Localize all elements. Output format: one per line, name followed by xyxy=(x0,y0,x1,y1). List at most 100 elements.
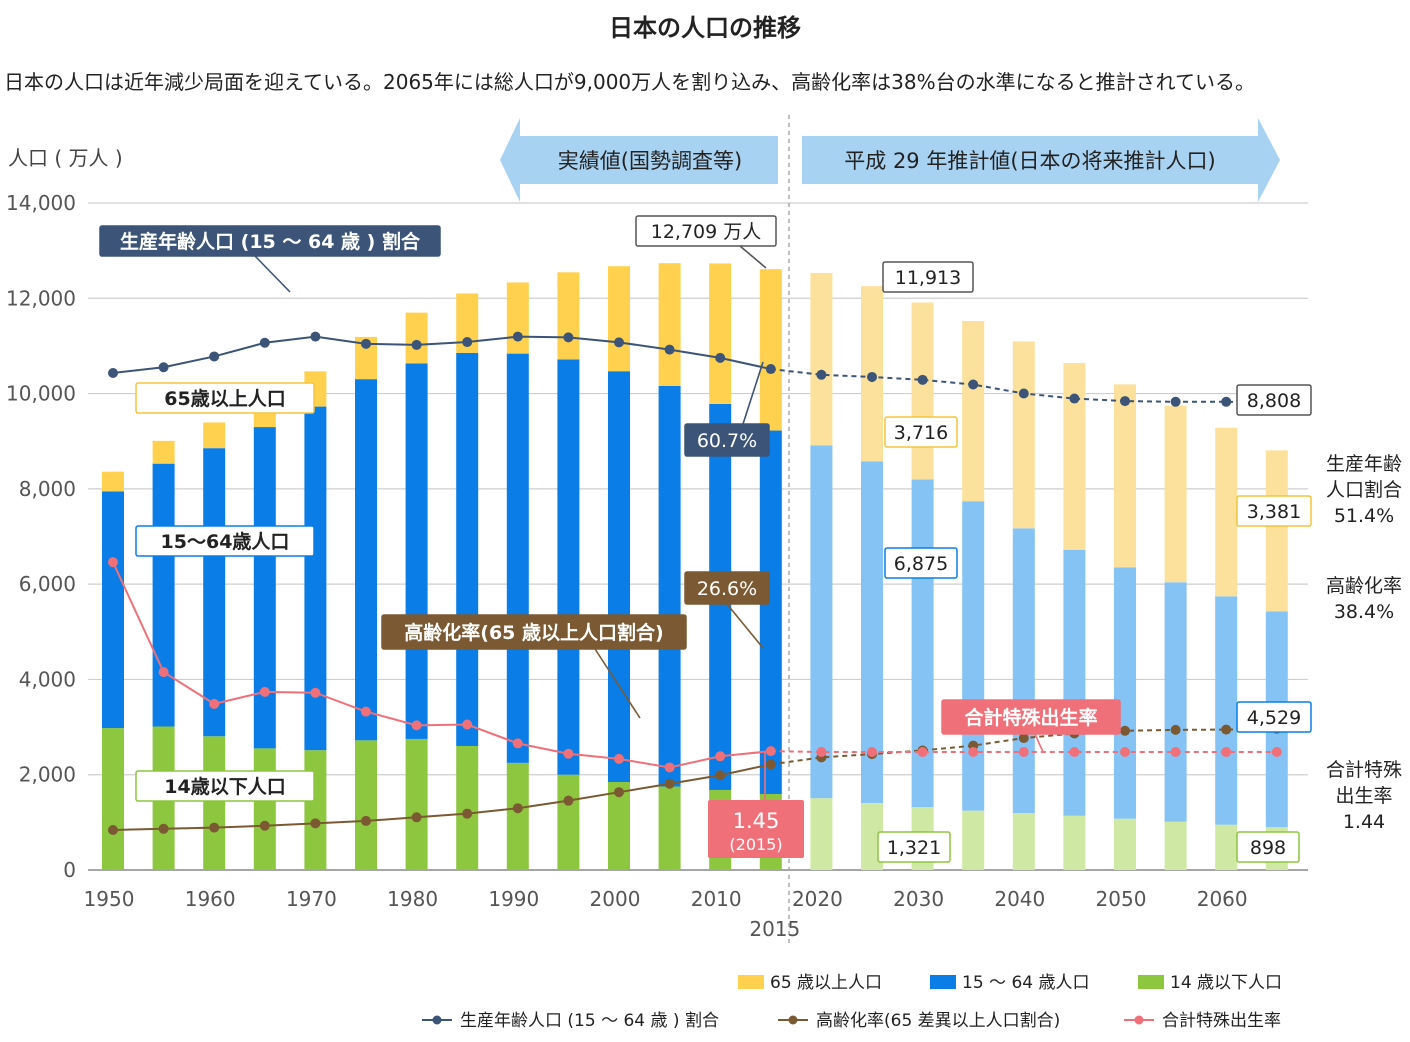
fertility-point xyxy=(1120,747,1130,757)
working-ratio-point xyxy=(563,332,574,343)
working-ratio-point xyxy=(1170,396,1181,407)
chart-title: 日本の人口の推移 xyxy=(609,14,801,42)
working-ratio-point xyxy=(512,331,523,342)
arrow-projection xyxy=(802,118,1280,202)
legend-aging-marker xyxy=(788,1015,798,1025)
period-label-projection: 平成 29 年推計値(日本の将来推計人口) xyxy=(844,149,1215,173)
bar-young xyxy=(355,740,377,870)
fertility-point xyxy=(1271,747,1282,757)
chart-subtitle: 日本の人口は近年減少局面を迎えている。2065年には総人口が9,000万人を割り… xyxy=(4,70,1256,94)
aging-rate-line-actual xyxy=(112,763,772,831)
x-tick-label: 1990 xyxy=(488,887,539,911)
aging-rate-point xyxy=(462,808,473,819)
callout-elderly-2030-box xyxy=(884,416,958,448)
label-working: 15～64歳人口 xyxy=(161,531,290,553)
bar-working xyxy=(506,353,529,763)
fertility-point xyxy=(361,706,371,717)
bar-elderly xyxy=(102,471,124,492)
bar-working xyxy=(152,463,175,727)
label-fertility-box xyxy=(941,699,1121,735)
working-ratio-point xyxy=(108,368,118,378)
bar-young xyxy=(1012,813,1035,870)
bar-elderly xyxy=(355,336,377,380)
period-label-actual: 実績値(国勢調査等) xyxy=(558,149,742,173)
y-tick-label: 14,000 xyxy=(6,191,76,215)
bar-young xyxy=(1164,821,1187,870)
right-label-fertility-2: 1.44 xyxy=(1343,811,1385,833)
y-tick-label: 4,000 xyxy=(19,667,76,691)
label-working-ratio-box xyxy=(99,225,441,257)
bar-elderly xyxy=(456,293,479,353)
callout-total-2015: 12,709 万人 xyxy=(651,221,762,243)
aging-rate-point xyxy=(158,823,169,834)
bar-working xyxy=(456,352,479,746)
aging-rate-point xyxy=(1018,733,1029,744)
callout-fertility-2015-year: (2015) xyxy=(729,835,782,854)
bar-young xyxy=(608,782,630,870)
right-label-working-ratio-0: 生産年齢 xyxy=(1326,453,1402,475)
fertility-point xyxy=(158,667,169,678)
x-tick-label: 2030 xyxy=(893,887,944,911)
legend-label-aging: 高齢化率(65 差異以上人口割合) xyxy=(816,1011,1060,1031)
fertility-point xyxy=(1221,747,1232,757)
fertility-point xyxy=(563,748,574,759)
working-ratio-point xyxy=(411,339,422,350)
bar-elderly xyxy=(658,263,681,386)
fertility-point xyxy=(917,747,928,757)
aging-rate-point xyxy=(1221,724,1232,735)
leader-working-ratio xyxy=(254,255,291,293)
right-label-fertility-1: 出生率 xyxy=(1335,785,1392,807)
bar-working xyxy=(1114,567,1136,819)
callout-working-2065-box xyxy=(1236,701,1312,733)
working-ratio-point xyxy=(310,331,321,342)
working-ratio-point xyxy=(765,364,776,375)
fertility-point xyxy=(816,747,827,757)
callout-working-ratio-2015: 60.7% xyxy=(697,430,757,452)
fertility-point xyxy=(259,686,270,697)
fertility-point xyxy=(512,738,523,749)
fertility-point xyxy=(614,753,624,764)
fertility-point xyxy=(310,687,321,698)
label-elderly-box xyxy=(135,382,315,414)
working-ratio-point xyxy=(259,337,270,348)
y-axis-title: 人口 ( 万人 ) xyxy=(8,146,123,170)
y-tick-label: 10,000 xyxy=(6,382,76,406)
legend-swatch-young xyxy=(1138,975,1164,989)
working-ratio-point xyxy=(917,374,928,385)
bar-young xyxy=(405,738,428,870)
arrow-actual xyxy=(500,118,778,202)
bar-working xyxy=(203,448,226,737)
aging-rate-point xyxy=(715,770,726,781)
working-ratio-point xyxy=(361,338,371,349)
x-tick-label: 2060 xyxy=(1197,887,1248,911)
x-tick-label: 2050 xyxy=(1096,887,1147,911)
bar-working xyxy=(1012,528,1035,814)
bar-young xyxy=(557,774,580,870)
bar-elderly xyxy=(203,422,226,449)
bar-working xyxy=(861,461,883,803)
x-tick-label: 2040 xyxy=(994,887,1045,911)
fertility-point xyxy=(1069,747,1080,757)
bar-working xyxy=(1164,582,1187,822)
bar-young xyxy=(962,810,985,870)
right-label-working-ratio-2: 51.4% xyxy=(1334,505,1394,527)
bar-elderly xyxy=(1012,341,1035,529)
label-young: 14歳以下人口 xyxy=(164,776,285,798)
fertility-point xyxy=(108,557,118,568)
working-ratio-point xyxy=(968,379,979,390)
bar-working xyxy=(355,379,377,741)
working-ratio-point xyxy=(462,337,473,348)
bar-elderly xyxy=(962,321,985,502)
label-working-box xyxy=(135,525,315,557)
bar-elderly xyxy=(911,302,934,480)
x-tick-label: 1980 xyxy=(387,887,438,911)
bar-working xyxy=(557,359,580,775)
leader-fertility xyxy=(1034,733,1044,753)
callout-total-2015-box xyxy=(635,215,777,247)
leader-aging xyxy=(594,648,641,719)
bar-young xyxy=(506,762,529,870)
x-tick-label: 2020 xyxy=(792,887,843,911)
fertility-point xyxy=(664,762,675,773)
leader-total-2015 xyxy=(739,245,767,269)
